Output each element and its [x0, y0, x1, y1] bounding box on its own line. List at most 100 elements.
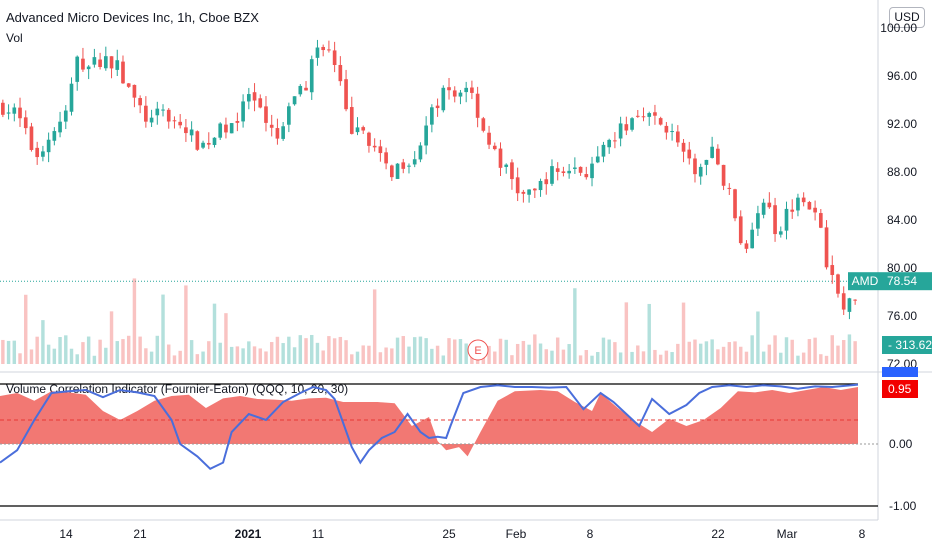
candle-body [727, 187, 732, 189]
candle-body [241, 101, 245, 122]
volume-bar [584, 350, 589, 364]
volume-bar [658, 354, 663, 364]
volume-bar [515, 343, 520, 364]
volume-bars [1, 278, 857, 364]
volume-bar [58, 337, 62, 364]
indicator-axis: 0.95 -1.00 0.00 [882, 367, 918, 513]
volume-bar [784, 337, 789, 364]
last-volume-tag-label: - 313.625K [888, 338, 932, 352]
volume-bar [1, 339, 5, 364]
volume-bar [121, 339, 125, 364]
candle-body [693, 158, 697, 175]
volume-bar [767, 344, 772, 364]
volume-bar [521, 340, 526, 364]
volume-label: Vol [6, 31, 23, 45]
candle-body [756, 213, 760, 229]
volume-bar [538, 343, 543, 364]
volume-bar [424, 338, 428, 364]
volume-bar [578, 355, 583, 364]
volume-bar [350, 354, 354, 364]
volume-bar [573, 288, 577, 364]
volume-bar [252, 346, 257, 364]
earnings-marker-label: E [474, 345, 481, 357]
price-tick-label: 92.00 [887, 117, 917, 131]
volume-bar [287, 336, 291, 364]
candle-body [138, 98, 142, 106]
candle-body [81, 58, 85, 70]
volume-bar [115, 341, 119, 364]
volume-bar [750, 335, 754, 364]
volume-bar [601, 337, 606, 364]
candle-body [304, 87, 308, 91]
candle-body [287, 106, 291, 125]
volume-bar [172, 355, 177, 364]
candle-body [624, 124, 629, 131]
candle-body [424, 125, 428, 146]
volume-bar [733, 341, 737, 364]
volume-bar [796, 355, 800, 364]
candle-body [481, 118, 486, 131]
candle-body [653, 112, 657, 116]
volume-bar [744, 351, 749, 364]
volume-bar [498, 338, 503, 364]
volume-bar [613, 342, 617, 364]
volume-bar [676, 343, 680, 364]
price-tick-label: 76.00 [887, 309, 917, 323]
currency-button[interactable]: USD [889, 7, 925, 28]
candle-body [166, 109, 171, 122]
candle-body [687, 149, 692, 159]
candle-body [384, 152, 388, 164]
volume-bar [24, 294, 28, 364]
volume-bar [332, 338, 337, 364]
volume-bar [510, 355, 514, 364]
candle-body [315, 47, 320, 58]
candle-body [515, 177, 520, 194]
candle-body [841, 293, 846, 310]
candle-body [292, 96, 297, 105]
volume-bar [544, 349, 548, 364]
volume-bar [819, 354, 823, 364]
candle-body [338, 64, 343, 82]
volume-bar [235, 346, 240, 364]
volume-bar [355, 351, 360, 364]
candle-body [475, 93, 480, 118]
volume-bar [418, 336, 423, 364]
candle-body [195, 131, 200, 150]
candle-body [441, 87, 446, 111]
volume-bar [687, 341, 691, 364]
candle-body [767, 202, 772, 208]
candle-body [430, 107, 434, 125]
candle-body [361, 127, 366, 131]
volume-bar [596, 352, 600, 364]
volume-bar [464, 343, 468, 364]
candle-body [510, 162, 514, 180]
candle-body [321, 46, 326, 51]
volume-bar [269, 342, 274, 364]
candle-body [647, 113, 652, 117]
volume-bar [189, 340, 194, 364]
candle-body [69, 83, 74, 112]
candle-body [178, 121, 183, 126]
candle-body [132, 84, 137, 98]
volume-bar [550, 350, 554, 364]
candle-body [121, 61, 125, 84]
volume-bar [344, 340, 348, 364]
price-axis: 100.0096.0092.0088.0084.0080.0076.0072.0… [848, 0, 932, 520]
price-tick-label: 84.00 [887, 213, 917, 227]
candle-body [378, 146, 383, 154]
volume-bar [693, 339, 697, 364]
volume-bar [395, 337, 400, 364]
price-tick-label: 80.00 [887, 261, 917, 275]
candle-body [126, 83, 131, 87]
volume-bar [698, 343, 703, 364]
volume-bar [304, 338, 308, 364]
candle-body [144, 105, 148, 122]
candle-body [298, 85, 303, 95]
candle-body [630, 118, 634, 130]
volume-bar [504, 339, 508, 364]
volume-bar [138, 336, 142, 364]
volume-bar [52, 348, 57, 364]
volume-bar [321, 350, 325, 364]
volume-bar [41, 320, 45, 364]
time-tick-label: 8 [859, 527, 866, 541]
